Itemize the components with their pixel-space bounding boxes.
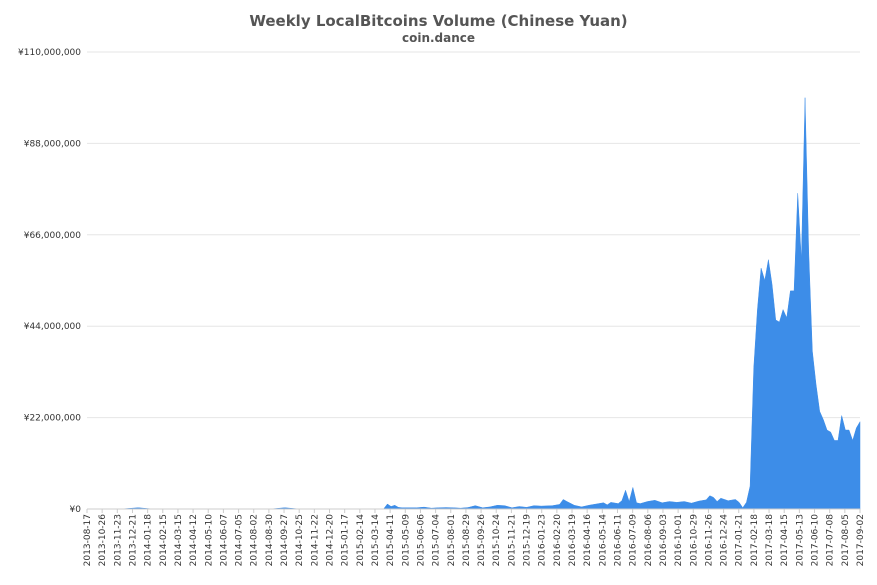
x-tick-label: 2014-11-22 [310, 514, 320, 566]
x-tick-label: 2014-02-15 [159, 514, 169, 566]
x-tick-label: 2014-12-20 [326, 514, 336, 567]
y-tick-label: ¥44,000,000 [24, 322, 82, 332]
x-tick-label: 2016-10-29 [689, 514, 699, 567]
x-tick-label: 2013-12-21 [128, 514, 138, 566]
x-tick-label: 2017-04-15 [780, 514, 790, 566]
x-tick-label: 2017-05-13 [795, 514, 805, 566]
y-tick-label: ¥0 [70, 505, 82, 515]
x-tick-label: 2015-08-29 [462, 514, 472, 567]
x-tick-label: 2017-07-08 [826, 514, 836, 567]
y-tick-label: ¥66,000,000 [24, 231, 82, 241]
x-tick-label: 2015-12-19 [523, 514, 533, 567]
x-tick-label: 2013-08-17 [83, 514, 93, 566]
x-tick-label: 2016-08-06 [644, 514, 654, 567]
x-tick-label: 2015-07-04 [432, 514, 442, 567]
x-tick-label: 2015-02-14 [356, 514, 366, 567]
x-tick-label: 2016-07-09 [629, 514, 639, 567]
x-tick-label: 2015-06-06 [416, 514, 426, 567]
x-tick-label: 2014-03-15 [174, 514, 184, 566]
x-tick-label: 2016-10-01 [674, 514, 684, 566]
x-tick-label: 2014-08-30 [265, 514, 275, 567]
x-tick-label: 2015-03-14 [371, 514, 381, 567]
x-tick-label: 2017-08-05 [841, 514, 851, 566]
x-tick-label: 2014-09-27 [280, 514, 290, 566]
volume-area [86, 97, 861, 510]
x-tick-label: 2013-11-23 [113, 514, 123, 566]
x-tick-label: 2015-11-21 [507, 514, 517, 566]
chart-subtitle: coin.dance [401, 31, 476, 45]
x-tick-label: 2014-08-02 [250, 514, 260, 566]
x-tick-label: 2015-09-26 [477, 514, 487, 567]
x-tick-label: 2013-10-26 [98, 514, 108, 567]
x-tick-label: 2015-05-09 [401, 514, 411, 567]
x-tick-label: 2017-02-18 [750, 514, 760, 567]
y-tick-label: ¥88,000,000 [24, 139, 82, 149]
x-tick-label: 2016-11-26 [704, 514, 714, 567]
x-tick-label: 2016-05-14 [598, 514, 608, 567]
x-tick-label: 2015-04-11 [386, 514, 396, 566]
x-tick-label: 2014-05-10 [204, 514, 214, 567]
x-tick-label: 2017-03-18 [765, 514, 775, 567]
x-tick-label: 2016-03-19 [568, 514, 578, 567]
x-tick-label: 2015-08-01 [447, 514, 457, 566]
y-tick-label: ¥22,000,000 [24, 414, 82, 424]
x-tick-label: 2017-09-02 [856, 514, 866, 566]
x-tick-label: 2015-01-17 [341, 514, 351, 566]
chart-title: Weekly LocalBitcoins Volume (Chinese Yua… [249, 12, 628, 30]
x-tick-label: 2016-12-24 [720, 514, 730, 567]
x-tick-label: 2014-04-12 [189, 514, 199, 566]
x-tick-label: 2015-10-24 [492, 514, 502, 567]
x-tick-label: 2016-04-16 [583, 514, 593, 567]
x-tick-label: 2014-07-05 [235, 514, 245, 566]
x-tick-label: 2016-09-03 [659, 514, 669, 566]
y-tick-label: ¥110,000,000 [18, 48, 81, 58]
x-tick-label: 2017-06-10 [811, 514, 821, 567]
x-tick-label: 2016-06-11 [613, 514, 623, 566]
x-tick-label: 2016-01-23 [538, 514, 548, 566]
x-tick-label: 2017-01-21 [735, 514, 745, 566]
x-tick-label: 2016-02-20 [553, 514, 563, 567]
x-tick-label: 2014-10-25 [295, 514, 305, 566]
x-tick-label: 2014-06-07 [219, 514, 229, 566]
x-tick-label: 2014-01-18 [144, 514, 154, 567]
